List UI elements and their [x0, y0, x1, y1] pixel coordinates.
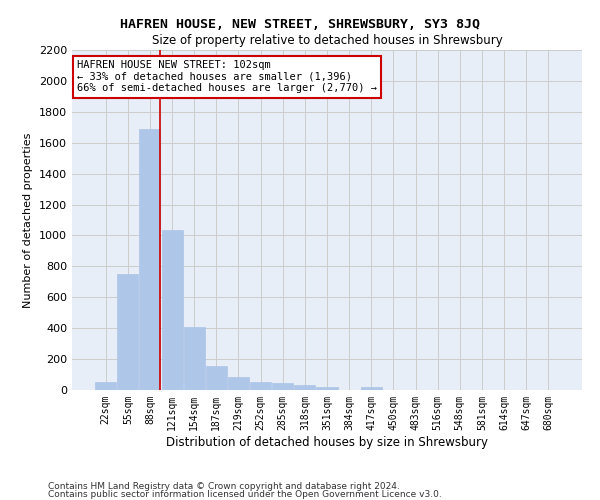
Bar: [316, 387, 338, 390]
Bar: [184, 326, 205, 390]
Bar: [272, 383, 293, 390]
Bar: [361, 387, 382, 390]
Bar: [295, 386, 316, 390]
Title: Size of property relative to detached houses in Shrewsbury: Size of property relative to detached ho…: [152, 34, 502, 48]
Bar: [228, 377, 249, 390]
Bar: [250, 382, 271, 390]
Y-axis label: Number of detached properties: Number of detached properties: [23, 132, 34, 308]
X-axis label: Distribution of detached houses by size in Shrewsbury: Distribution of detached houses by size …: [166, 436, 488, 448]
Text: Contains HM Land Registry data © Crown copyright and database right 2024.: Contains HM Land Registry data © Crown c…: [48, 482, 400, 491]
Bar: [139, 129, 160, 390]
Bar: [161, 230, 182, 390]
Text: HAFREN HOUSE NEW STREET: 102sqm
← 33% of detached houses are smaller (1,396)
66%: HAFREN HOUSE NEW STREET: 102sqm ← 33% of…: [77, 60, 377, 94]
Bar: [206, 366, 227, 390]
Text: Contains public sector information licensed under the Open Government Licence v3: Contains public sector information licen…: [48, 490, 442, 499]
Text: HAFREN HOUSE, NEW STREET, SHREWSBURY, SY3 8JQ: HAFREN HOUSE, NEW STREET, SHREWSBURY, SY…: [120, 18, 480, 30]
Bar: [95, 382, 116, 390]
Bar: [118, 274, 139, 390]
